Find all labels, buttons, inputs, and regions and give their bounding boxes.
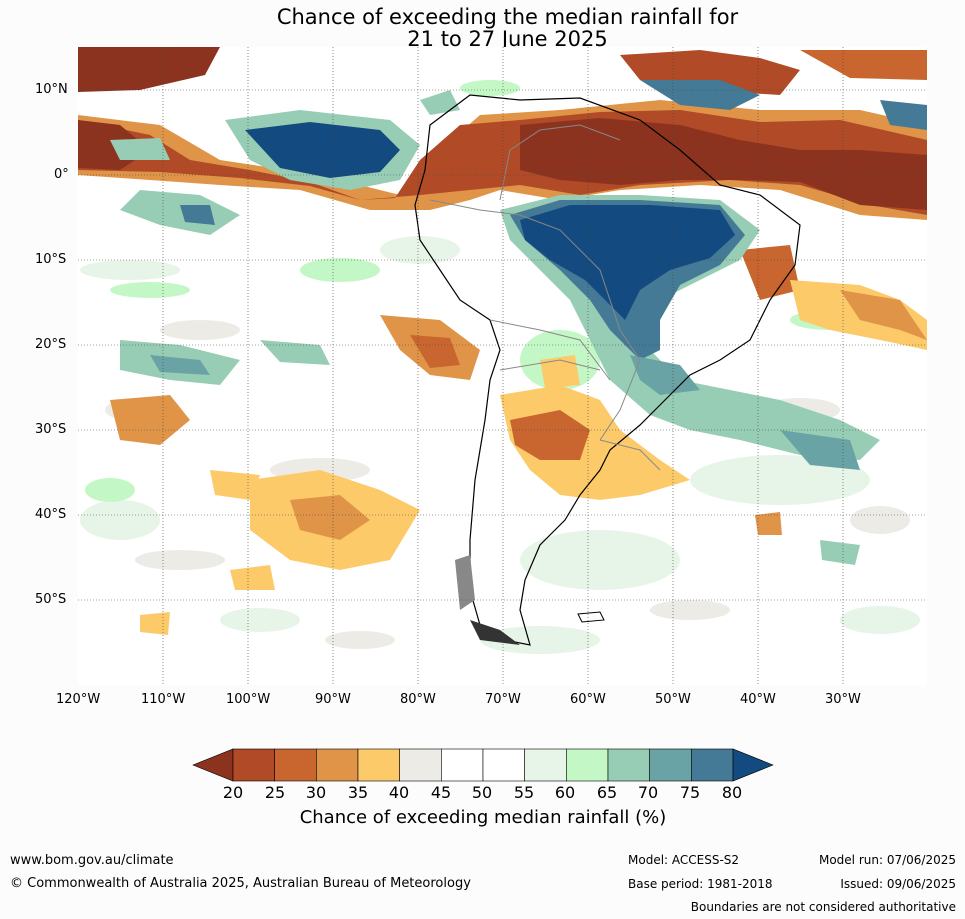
colorbar-label: Chance of exceeding median rainfall (%) [299,807,667,828]
colorbar-tick-75: 75 [679,783,701,802]
lon-label-110w: 110°W [141,692,186,707]
colorbar-bin [649,748,692,782]
lon-label-70w: 70°W [485,692,521,707]
colorbar-tick-50: 50 [471,783,493,802]
colorbar-bin [482,748,525,782]
lon-label-80w: 80°W [400,692,436,707]
lat-label-40s: 40°S [35,507,67,522]
lon-label-30w: 30°W [825,692,861,707]
colorbar-bin [274,748,317,782]
colorbar-tick-45: 45 [430,783,452,802]
lon-label-40w: 40°W [740,692,776,707]
south-america-coastline [414,94,801,646]
colorbar-bin [232,748,275,782]
colorbar-bin [441,748,484,782]
lat-label-50s: 50°S [35,592,67,607]
colorbar-bin [524,748,567,782]
lon-label-50w: 50°W [655,692,691,707]
website-link[interactable]: www.bom.gov.au/climate [10,853,174,868]
colorbar-bin [691,748,734,782]
colorbar-low-arrow [192,748,234,782]
lat-label-20s: 20°S [35,337,67,352]
colorbar-bin [316,748,359,782]
lon-label-90w: 90°W [315,692,351,707]
copyright-text: © Commonwealth of Australia 2025, Austra… [10,876,471,891]
colorbar-high-arrow [732,748,774,782]
colorbar-tick-55: 55 [513,783,535,802]
lon-label-60w: 60°W [570,692,606,707]
map-title-line-1: Chance of exceeding the median rainfall … [276,5,739,29]
colorbar-tick-60: 60 [554,783,576,802]
model-run-text: Model run: 07/06/2025 [818,853,956,867]
colorbar-bin [399,748,442,782]
light-green-patches [80,236,920,654]
colorbar-tick-25: 25 [264,783,286,802]
model-text: Model: ACCESS-S2 [628,853,740,867]
lat-label-0: 0° [54,167,69,182]
patagonia-islands [455,555,520,645]
colorbar [192,748,774,782]
wet-regions [110,80,927,565]
lon-label-100w: 100°W [226,692,271,707]
colorbar-bin [607,748,650,782]
colorbar-bin [357,748,400,782]
graticule [78,47,927,685]
colorbar-tick-40: 40 [388,783,410,802]
colorbar-tick-30: 30 [305,783,327,802]
colorbar-tick-65: 65 [596,783,618,802]
lat-label-10s: 10°S [35,252,67,267]
country-borders [429,124,661,471]
colorbar-tick-35: 35 [347,783,369,802]
colorbar-tick-80: 80 [721,783,743,802]
disclaimer-text: Boundaries are not considered authoritat… [690,900,956,914]
lon-label-120w: 120°W [56,692,101,707]
lat-label-30s: 30°S [35,422,67,437]
falkland-islands [577,611,605,623]
base-period-text: Base period: 1981-2018 [628,877,773,891]
colorbar-tick-20: 20 [222,783,244,802]
issued-text: Issued: 09/06/2025 [840,877,956,891]
colorbar-bin [566,748,609,782]
colorbar-tick-70: 70 [637,783,659,802]
lat-label-10n: 10°N [35,82,68,97]
